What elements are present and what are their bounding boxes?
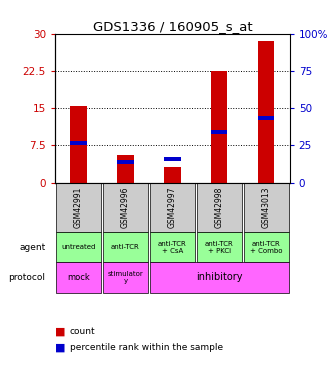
Text: stimulator
y: stimulator y [108,271,143,284]
Bar [103,183,148,232]
Text: GSM42997: GSM42997 [168,187,177,228]
Bar [56,232,101,262]
Bar [164,157,180,161]
Text: anti-TCR
+ Combo: anti-TCR + Combo [250,241,282,254]
Bar [117,160,134,164]
Title: GDS1336 / 160905_s_at: GDS1336 / 160905_s_at [93,20,252,33]
Bar [258,41,274,183]
Bar [150,232,195,262]
Bar [244,183,289,232]
Bar [117,155,134,183]
Bar [197,183,242,232]
Text: agent: agent [19,243,46,252]
Bar [150,183,195,232]
Text: ■: ■ [55,327,66,337]
Bar [150,262,289,292]
Bar [197,232,242,262]
Text: protocol: protocol [9,273,46,282]
Bar [258,116,274,120]
Text: GSM42991: GSM42991 [74,187,83,228]
Bar [103,262,148,292]
Bar [211,71,227,183]
Bar [56,183,101,232]
Text: mock: mock [67,273,90,282]
Text: count: count [70,327,96,336]
Text: anti-TCR
+ PKCi: anti-TCR + PKCi [205,241,234,254]
Text: untreated: untreated [61,244,96,250]
Text: GSM42996: GSM42996 [121,187,130,228]
Bar [56,262,101,292]
Bar [211,130,227,134]
Text: ■: ■ [55,343,66,353]
Bar [70,141,87,145]
Text: anti-TCR
+ CsA: anti-TCR + CsA [158,241,187,254]
Text: percentile rank within the sample: percentile rank within the sample [70,344,223,352]
Bar [164,167,180,183]
Text: GSM42998: GSM42998 [215,187,224,228]
Text: inhibitory: inhibitory [196,272,242,282]
Bar [244,232,289,262]
Bar [70,106,87,183]
Bar [103,232,148,262]
Text: anti-TCR: anti-TCR [111,244,140,250]
Text: GSM43013: GSM43013 [262,187,271,228]
